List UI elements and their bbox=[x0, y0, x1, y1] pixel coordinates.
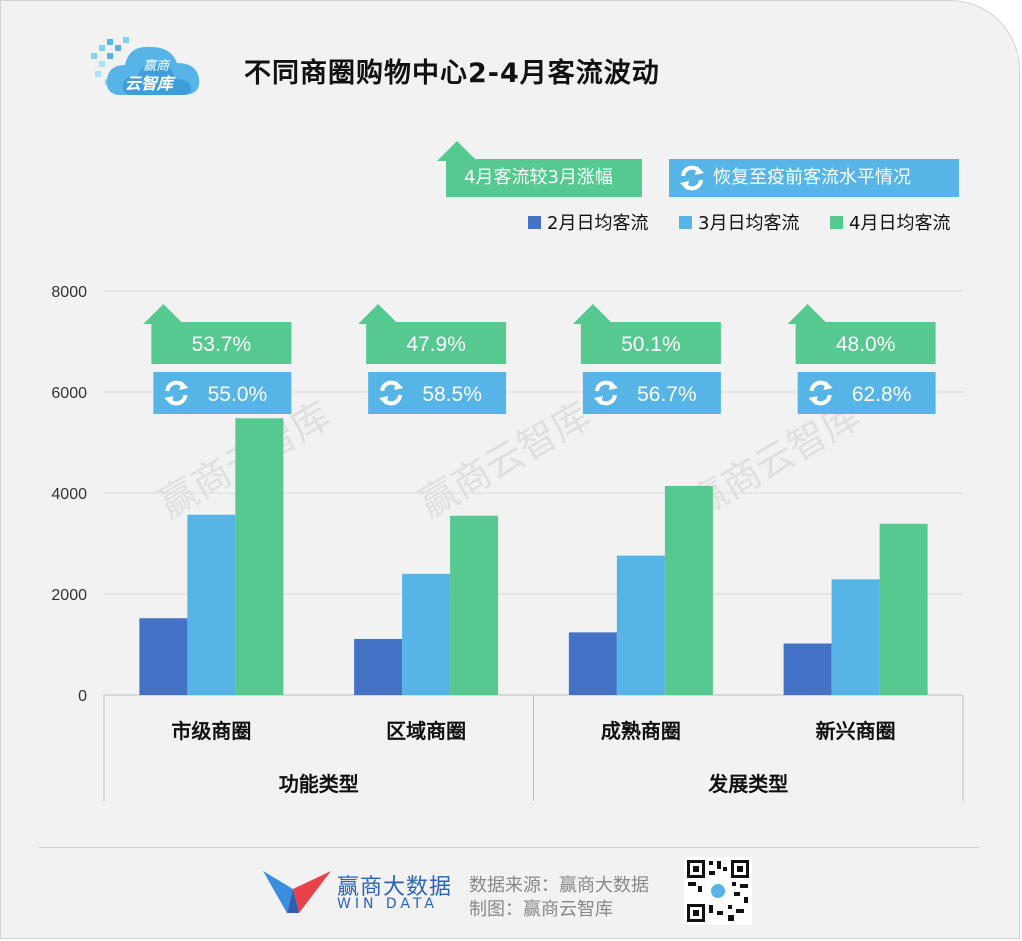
data-source: 数据来源：赢商大数据 bbox=[469, 875, 649, 896]
legend-apr-swatch bbox=[830, 215, 843, 229]
qr-code-icon bbox=[684, 857, 752, 925]
bar-mar bbox=[616, 555, 665, 695]
legend-recovery-box: 恢复至疫前客流水平情况 bbox=[669, 159, 959, 197]
up-arrow-icon bbox=[143, 304, 184, 324]
recovery-callout-box bbox=[582, 372, 721, 414]
up-arrow-icon bbox=[787, 304, 828, 324]
group-label: 发展类型 bbox=[707, 772, 788, 796]
category-label: 市级商圈 bbox=[171, 719, 251, 743]
bar-mar bbox=[187, 514, 236, 695]
recovery-label: 62.8% bbox=[852, 383, 912, 406]
bar-apr bbox=[664, 485, 713, 695]
bar-feb bbox=[354, 638, 403, 695]
legend-feb-label: 2月日均客流 bbox=[547, 213, 649, 234]
y-tick-label: 0 bbox=[78, 688, 87, 705]
bar-mar bbox=[402, 573, 451, 695]
footer-divider bbox=[39, 847, 979, 848]
logo-line2: 云智库 bbox=[125, 75, 176, 93]
bar-feb bbox=[783, 643, 832, 695]
footer-brand: 赢商大数据 bbox=[337, 875, 453, 900]
win-data-logo bbox=[263, 871, 331, 913]
refresh-icon bbox=[680, 165, 704, 191]
category-label: 新兴商圈 bbox=[816, 719, 896, 743]
growth-callout-box bbox=[366, 322, 507, 364]
footer-brand-en: WIN DATA bbox=[337, 896, 438, 912]
legend-mar: 3月日均客流 bbox=[679, 210, 799, 234]
chart-title: 不同商圈购物中心2-4月客流波动 bbox=[244, 58, 660, 89]
recovery-label: 56.7% bbox=[637, 383, 697, 406]
recovery-callout-box bbox=[153, 372, 292, 414]
refresh-icon bbox=[593, 380, 618, 406]
legend-recovery-label: 恢复至疫前客流水平情况 bbox=[713, 167, 911, 188]
bar-apr bbox=[879, 523, 928, 695]
legend-growth-label: 4月客流较3月涨幅 bbox=[464, 167, 613, 188]
growth-label: 50.1% bbox=[621, 333, 681, 356]
refresh-icon bbox=[379, 380, 404, 406]
legend-mar-swatch bbox=[679, 215, 692, 229]
refresh-icon bbox=[808, 380, 833, 406]
legend-apr: 4月日均客流 bbox=[830, 210, 950, 234]
up-arrow-icon bbox=[437, 141, 477, 161]
yingshang-cloud-logo: 赢商 云智库 bbox=[91, 37, 200, 95]
growth-callout-box bbox=[580, 322, 721, 364]
category-label: 区域商圈 bbox=[386, 719, 466, 743]
bar-mar bbox=[831, 579, 880, 695]
bar-feb bbox=[139, 618, 188, 695]
legend-mar-label: 3月日均客流 bbox=[698, 213, 800, 234]
watermark-text: 赢商云智库 bbox=[412, 395, 598, 526]
recovery-callout-box bbox=[368, 372, 507, 414]
category-label: 成熟商圈 bbox=[601, 719, 681, 743]
legend-growth-box: 4月客流较3月涨幅 bbox=[446, 159, 642, 197]
y-tick-label: 4000 bbox=[51, 486, 87, 503]
y-tick-label: 8000 bbox=[51, 284, 87, 301]
recovery-label: 58.5% bbox=[422, 383, 482, 406]
growth-label: 53.7% bbox=[192, 333, 252, 356]
bar-apr bbox=[450, 515, 499, 695]
refresh-icon bbox=[164, 380, 189, 406]
growth-callout-box bbox=[151, 322, 292, 364]
legend-feb: 2月日均客流 bbox=[528, 210, 648, 234]
up-arrow-icon bbox=[572, 304, 613, 324]
recovery-callout-box bbox=[797, 372, 936, 414]
up-arrow-icon bbox=[358, 304, 399, 324]
growth-label: 48.0% bbox=[836, 333, 896, 356]
y-tick-label: 6000 bbox=[51, 385, 87, 402]
legend-apr-label: 4月日均客流 bbox=[849, 213, 951, 234]
growth-label: 47.9% bbox=[406, 333, 466, 356]
recovery-label: 55.0% bbox=[208, 383, 268, 406]
y-tick-label: 2000 bbox=[51, 587, 87, 604]
legend-feb-swatch bbox=[528, 215, 541, 229]
logo-line1: 赢商 bbox=[143, 58, 171, 73]
chart-maker: 制图：赢商云智库 bbox=[469, 899, 613, 920]
bar-apr bbox=[235, 418, 284, 695]
growth-callout-box bbox=[795, 322, 936, 364]
bar-feb bbox=[568, 632, 617, 695]
group-label: 功能类型 bbox=[279, 772, 359, 796]
